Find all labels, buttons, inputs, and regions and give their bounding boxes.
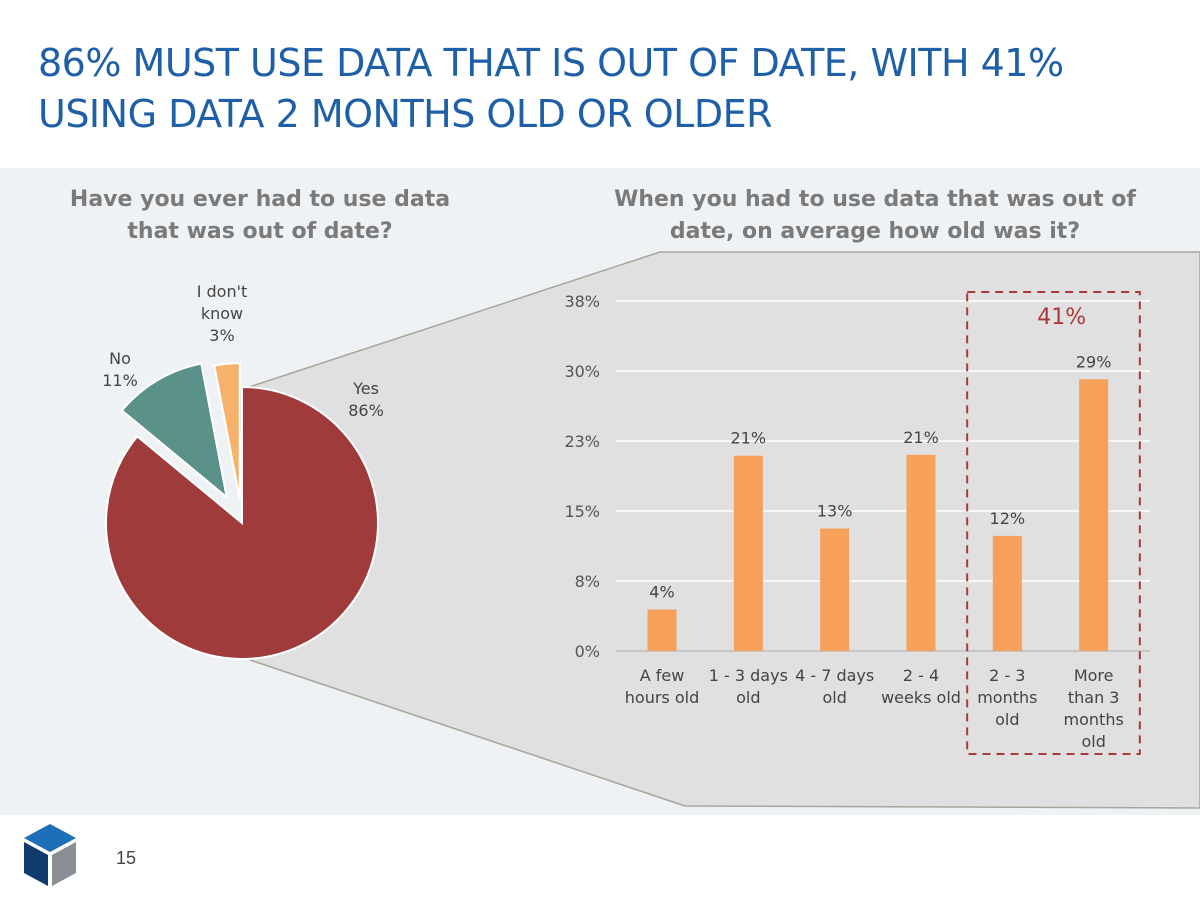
x-tick-label: 4 - 7 days old (795, 666, 874, 707)
x-tick-label: 1 - 3 days old (709, 666, 788, 707)
x-tick-label: A few hours old (625, 666, 699, 707)
bar-data-label: 21% (903, 428, 939, 447)
x-tick-label: 2 - 4 weeks old (881, 666, 961, 707)
y-tick-label: 23% (564, 432, 600, 451)
bar-data-label: 4% (649, 583, 674, 602)
slide-title: 86% MUST USE DATA THAT IS OUT OF DATE, W… (38, 41, 1064, 136)
y-tick-label: 8% (575, 572, 600, 591)
pie-slice-i-don-t-know (213, 362, 241, 500)
pie-slice-yes (105, 385, 379, 660)
y-tick-label: 0% (575, 642, 600, 661)
bar (992, 535, 1022, 651)
pie-chart (105, 362, 379, 660)
bar (906, 454, 936, 651)
bar-series: 4% 21% 13% 21% 12% 29% (647, 352, 1112, 651)
highlight-label: 41% (1037, 305, 1086, 330)
y-tick-label: 15% (564, 502, 600, 521)
bar-question: When you had to use data that was out of… (614, 187, 1136, 244)
pie-label-yes: Yes 86% (348, 379, 384, 420)
highlight-box (966, 291, 1141, 755)
pie-label-no: No 11% (102, 349, 138, 390)
bar-grid: 0% 8% 15% 23% 30% 38% (564, 292, 1150, 661)
pie-label-i-don-t-know: I don't know 3% (197, 282, 248, 345)
logo-cube-icon (22, 822, 78, 893)
bar (647, 609, 677, 651)
y-tick-label: 30% (564, 362, 600, 381)
x-tick-label: More than 3 months old (1064, 666, 1124, 751)
bar (1079, 379, 1109, 651)
pie-slice-no (120, 362, 229, 500)
y-tick-label: 38% (564, 292, 600, 311)
pie-question: Have you ever had to use data that was o… (69, 187, 451, 244)
pie-labels: Yes 86% No 11% I don't know 3% (102, 282, 384, 420)
bar (820, 528, 850, 651)
x-tick-label: 2 - 3 months old (977, 666, 1037, 729)
bar-data-label: 29% (1076, 352, 1112, 371)
bar-data-label: 21% (731, 429, 767, 448)
bar (733, 455, 763, 651)
bar-data-label: 12% (990, 509, 1026, 528)
page-number: 15 (116, 848, 137, 868)
highlight-group: 41% (966, 291, 1141, 755)
zoom-connector-panel (239, 251, 1200, 809)
bar-data-label: 13% (817, 502, 853, 521)
